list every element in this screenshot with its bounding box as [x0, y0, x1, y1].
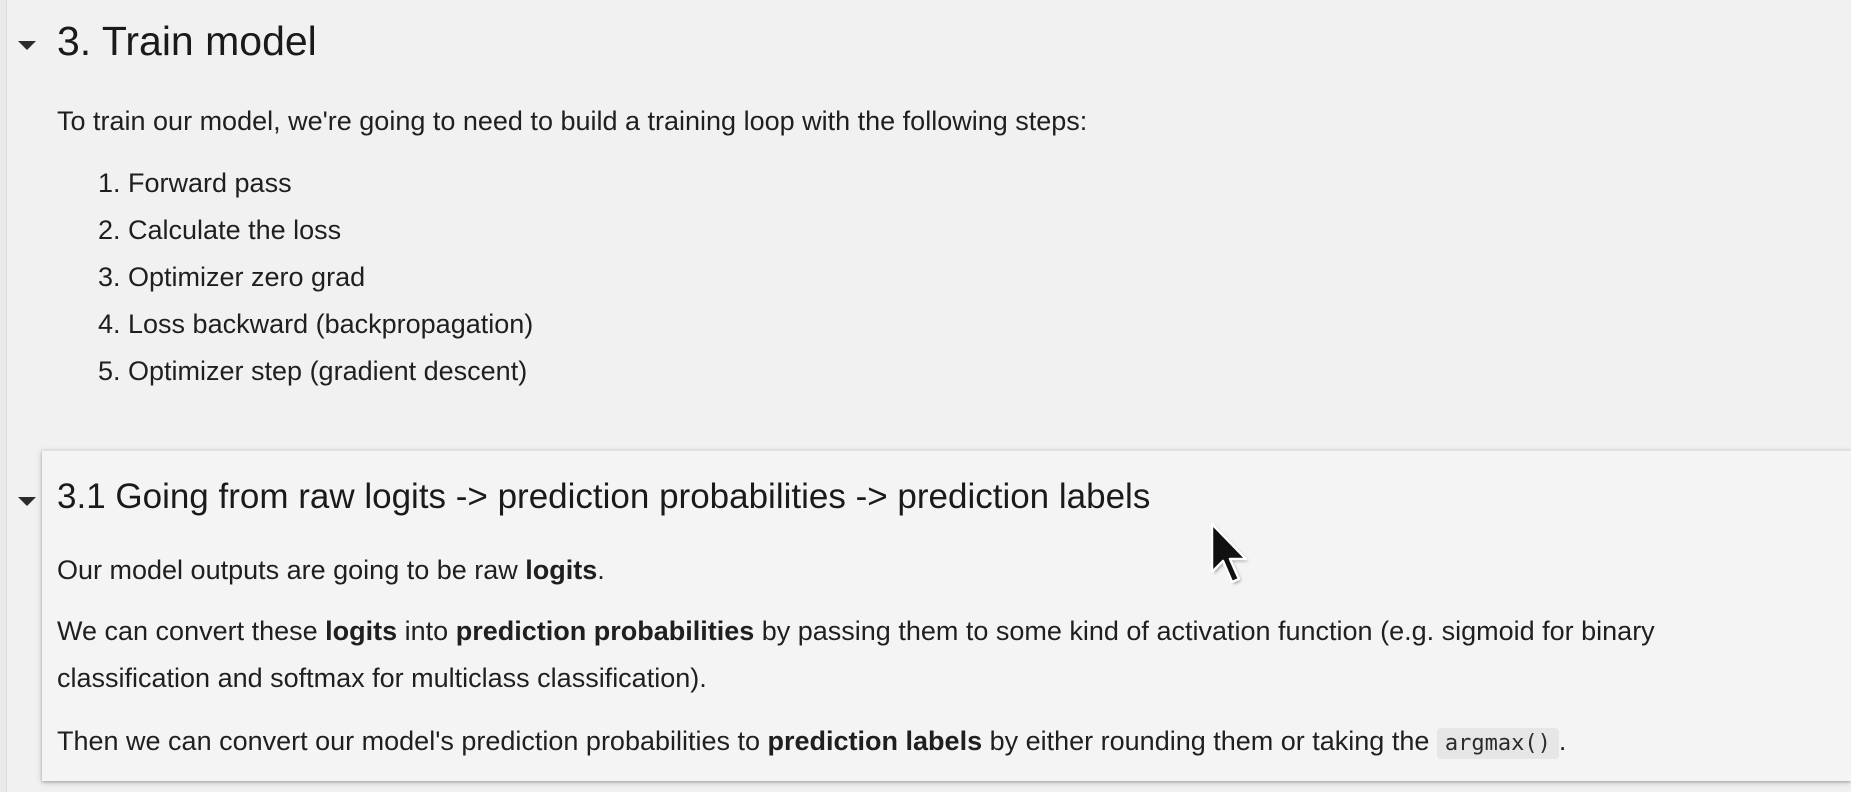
collapse-section-3-toggle[interactable] — [14, 32, 40, 58]
list-item: 1. Forward pass — [98, 168, 292, 198]
bold-text: logits — [325, 616, 398, 646]
paragraph-probabilities-line-2: classification and softmax for multiclas… — [57, 663, 707, 693]
bold-text: prediction probabilities — [455, 616, 755, 646]
list-item: 5. Optimizer step (gradient descent) — [98, 356, 528, 386]
section-3-heading: 3. Train model — [57, 18, 317, 64]
section-3-1-heading: 3.1 Going from raw logits -> prediction … — [57, 477, 1151, 516]
paragraph-labels: Then we can convert our model's predicti… — [57, 718, 1566, 767]
inline-code: argmax() — [1436, 728, 1559, 759]
list-item: 4. Loss backward (backpropagation) — [98, 309, 534, 339]
paragraph-probabilities-line-1: We can convert these logits into predict… — [57, 608, 1655, 655]
training-steps-list: 1. Forward pass 2. Calculate the loss 3.… — [98, 160, 533, 395]
text-run: . — [597, 555, 605, 585]
bold-text: prediction labels — [767, 726, 983, 756]
list-item: 3. Optimizer zero grad — [98, 262, 366, 292]
section-3-intro: To train our model, we're going to need … — [57, 106, 1088, 136]
text-run: Our model outputs are going to be raw — [57, 555, 526, 585]
selected-text-cell[interactable] — [42, 450, 1851, 781]
caret-down-icon — [18, 496, 36, 506]
text-run: Then we can convert our model's predicti… — [57, 726, 768, 756]
list-item: 2. Calculate the loss — [98, 215, 342, 245]
text-run: by either rounding them or taking the — [982, 726, 1437, 756]
caret-down-icon — [18, 40, 36, 50]
text-run: . — [1558, 726, 1567, 756]
collapse-section-3-1-toggle[interactable] — [14, 488, 40, 514]
text-run: We can convert these — [57, 616, 326, 646]
cell-left-rail — [0, 0, 7, 792]
text-run: by passing them to some kind of activati… — [754, 616, 1655, 646]
text-run: into — [397, 616, 456, 646]
bold-text: logits — [525, 555, 598, 585]
paragraph-logits: Our model outputs are going to be raw lo… — [57, 547, 605, 594]
